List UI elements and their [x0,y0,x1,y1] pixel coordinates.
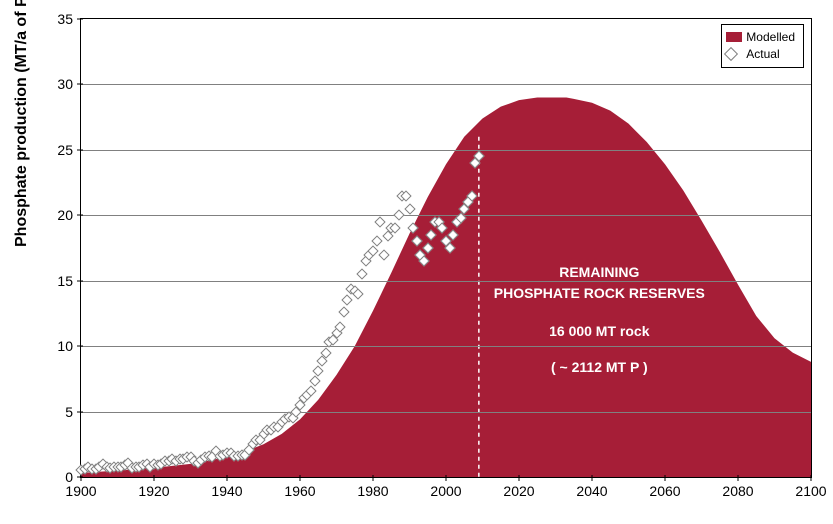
x-tick [300,475,301,481]
annotation-text: 16 000 MT rock [549,323,649,339]
legend-swatch-modelled [726,32,742,42]
y-tick-label: 15 [57,273,73,289]
y-tick-label: 10 [57,338,73,354]
legend-label: Actual [746,46,779,63]
legend-item-modelled: Modelled [726,29,795,46]
x-tick-label: 2080 [722,483,753,499]
y-tick [77,84,83,85]
x-tick-label: 2000 [430,483,461,499]
x-tick [592,475,593,481]
y-tick [77,280,83,281]
annotation-text: ( ~ 2112 MT P ) [551,359,648,375]
y-axis-title: Phosphate production (MT/a of P) [13,0,31,247]
gridline-y [81,150,811,151]
legend-item-actual: Actual [726,46,795,63]
x-tick [811,475,812,481]
gridline-y [81,215,811,216]
x-tick-label: 1960 [284,483,315,499]
x-tick-label: 1980 [357,483,388,499]
y-tick [77,346,83,347]
x-tick-label: 2100 [795,483,826,499]
x-tick [738,475,739,481]
x-tick [446,475,447,481]
x-tick-label: 1940 [211,483,242,499]
y-tick [77,411,83,412]
y-tick-label: 25 [57,142,73,158]
y-tick-label: 35 [57,11,73,27]
annotation-text: REMAINING [559,264,639,280]
gridline-y [81,84,811,85]
y-tick [77,215,83,216]
plot-area: 0510152025303519001920194019601980200020… [80,18,812,478]
gridline-y [81,412,811,413]
x-tick-label: 2060 [649,483,680,499]
gridline-y [81,281,811,282]
x-tick [519,475,520,481]
annotation-text: PHOSPHATE ROCK RESERVES [494,285,705,301]
y-tick-label: 30 [57,76,73,92]
y-tick-label: 20 [57,207,73,223]
x-tick [154,475,155,481]
y-tick [77,19,83,20]
x-tick [373,475,374,481]
y-tick [77,149,83,150]
x-tick [665,475,666,481]
gridline-y [81,346,811,347]
x-tick-label: 1920 [138,483,169,499]
legend-label: Modelled [746,29,795,46]
x-tick-label: 1900 [65,483,96,499]
legend: Modelled Actual [721,24,804,68]
x-tick-label: 2020 [503,483,534,499]
phosphate-production-chart: Phosphate production (MT/a of P) 0510152… [0,0,833,524]
x-tick-label: 2040 [576,483,607,499]
y-tick-label: 5 [65,404,73,420]
x-tick [227,475,228,481]
legend-swatch-actual [724,47,738,61]
